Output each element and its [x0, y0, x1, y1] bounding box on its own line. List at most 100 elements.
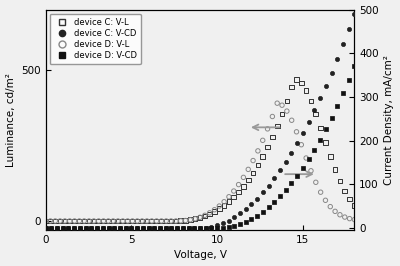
Point	[96, 219, 102, 223]
Point	[225, 225, 232, 229]
Point	[318, 126, 324, 130]
Point	[248, 202, 255, 206]
Point	[322, 140, 329, 144]
Point	[42, 219, 49, 223]
Point	[82, 226, 89, 230]
Point	[226, 200, 232, 204]
Point	[168, 226, 175, 230]
Point	[42, 226, 49, 230]
Point	[168, 219, 174, 223]
Point	[163, 219, 170, 223]
Point	[57, 219, 63, 223]
Point	[88, 226, 94, 230]
Point	[134, 219, 140, 223]
Point	[293, 130, 300, 134]
Point	[337, 213, 343, 217]
Point	[134, 226, 140, 230]
Point	[351, 203, 358, 207]
Y-axis label: Current Density, mA/cm²: Current Density, mA/cm²	[384, 55, 394, 185]
Point	[308, 169, 314, 173]
Point	[208, 226, 215, 230]
Point	[105, 226, 112, 230]
Point	[76, 219, 82, 223]
Point	[81, 219, 87, 223]
Point	[157, 226, 163, 230]
Point	[269, 114, 276, 119]
Point	[62, 219, 68, 223]
Point	[197, 215, 203, 220]
Point	[206, 211, 213, 215]
Point	[153, 219, 160, 223]
Point	[236, 182, 242, 187]
Y-axis label: Luminance, cd/m²: Luminance, cd/m²	[6, 73, 16, 167]
Point	[182, 218, 189, 223]
Point	[332, 167, 338, 172]
Legend: device C: V-L, device C: V-CD, device D: V-L, device D: V-CD: device C: V-L, device C: V-CD, device D:…	[50, 14, 141, 64]
Point	[351, 64, 358, 68]
Point	[317, 138, 323, 142]
Point	[91, 219, 97, 223]
Point	[128, 226, 134, 230]
Point	[202, 225, 209, 230]
Point	[284, 109, 290, 113]
Point	[140, 226, 146, 230]
Point	[178, 218, 184, 223]
Point	[153, 219, 160, 223]
Point	[65, 226, 72, 230]
Point	[264, 127, 271, 131]
Point	[202, 226, 209, 230]
Point	[76, 219, 82, 223]
Point	[115, 219, 121, 223]
Point	[221, 203, 227, 207]
Point	[308, 99, 314, 103]
Point	[260, 155, 266, 159]
Point	[100, 226, 106, 230]
Point	[151, 226, 158, 230]
Point	[77, 226, 83, 230]
Point	[332, 209, 338, 214]
Point	[168, 226, 175, 230]
Point	[346, 78, 352, 82]
Point	[66, 219, 73, 223]
Point	[134, 219, 140, 223]
Point	[124, 219, 131, 223]
Point	[140, 226, 146, 230]
Point	[124, 219, 131, 223]
Point	[66, 219, 73, 223]
Point	[288, 151, 295, 155]
Point	[294, 174, 300, 178]
Point	[323, 127, 329, 131]
Point	[96, 219, 102, 223]
Point	[351, 218, 358, 222]
Point	[342, 215, 348, 219]
X-axis label: Voltage, V: Voltage, V	[174, 251, 226, 260]
Point	[52, 219, 58, 223]
Point	[86, 219, 92, 223]
Point	[318, 190, 324, 194]
Point	[208, 225, 215, 229]
Point	[148, 219, 155, 223]
Point	[120, 219, 126, 223]
Point	[192, 217, 198, 221]
Point	[54, 226, 60, 230]
Point	[71, 226, 77, 230]
Point	[279, 103, 285, 107]
Point	[298, 143, 304, 147]
Point	[162, 226, 169, 230]
Point	[216, 207, 222, 211]
Point	[88, 226, 94, 230]
Point	[60, 226, 66, 230]
Point	[129, 219, 136, 223]
Point	[298, 81, 304, 85]
Point	[180, 226, 186, 230]
Point	[230, 189, 237, 193]
Point	[110, 219, 116, 223]
Point	[211, 209, 218, 214]
Point	[221, 200, 227, 204]
Point	[237, 211, 243, 216]
Point	[288, 181, 295, 185]
Point	[274, 101, 280, 105]
Point	[60, 226, 66, 230]
Point	[158, 219, 164, 223]
Point	[48, 226, 54, 230]
